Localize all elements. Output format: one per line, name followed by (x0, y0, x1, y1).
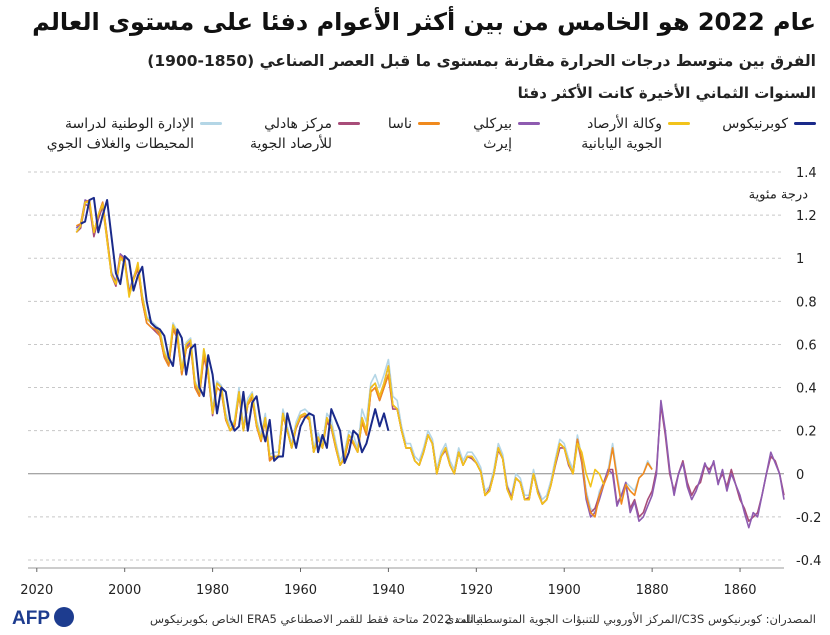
y-tick-label: 1.2 (796, 209, 817, 224)
legend-label: الإدارة الوطنية لدراسة المحيطات والغلاف … (46, 116, 194, 152)
legend-swatch (518, 122, 540, 125)
legend-label: بيركلي إيرث (473, 116, 512, 152)
afp-logo: AFP (12, 607, 74, 629)
series-line (75, 201, 605, 505)
svg-text:AFP: AFP (12, 608, 50, 629)
y-tick-label: 1 (796, 252, 804, 267)
legend-swatch (418, 122, 440, 125)
legend-item-hadley: مركز هادلي للأرصاد الجوية (235, 114, 360, 154)
x-tick-label: 2020 (20, 583, 53, 598)
y-tick-label: -0.4 (796, 554, 821, 569)
x-tick-label: 1960 (284, 583, 317, 598)
footnote-text: بيانات 2022 متاحة فقط للقمر الاصطناعي ER… (150, 612, 483, 626)
legend-item-berkeley: بيركلي إيرث (460, 114, 540, 154)
series-line (75, 201, 653, 514)
y-axis-title: درجة مئوية (749, 188, 809, 203)
legend-label: وكالة الأرصاد الجوية اليابانية (581, 116, 662, 152)
legend-item-nasa: ناسا (370, 114, 440, 134)
chart-note: السنوات الثماني الأخيرة كانت الأكثر دفئا (517, 84, 816, 102)
legend-item-copernicus: كوبرنيكوس (716, 114, 816, 134)
x-tick-label: 1920 (460, 583, 493, 598)
legend-item-jma: وكالة الأرصاد الجوية اليابانية (560, 114, 690, 154)
legend-label: ناسا (387, 116, 412, 132)
chart-title: عام 2022 هو الخامس من بين أكثر الأعوام د… (32, 8, 816, 36)
legend-swatch (794, 122, 816, 125)
y-tick-label: 0 (796, 468, 804, 483)
legend-swatch (668, 122, 690, 125)
y-tick-label: 0.8 (796, 295, 817, 310)
legend-label: مركز هادلي للأرصاد الجوية (249, 116, 332, 152)
x-tick-label: 1880 (636, 583, 669, 598)
legend-label: كوبرنيكوس (722, 116, 788, 132)
y-tick-label: 0.6 (796, 338, 817, 353)
legend-swatch (338, 122, 360, 125)
y-tick-label: -0.2 (796, 511, 821, 526)
x-tick-label: 1940 (372, 583, 405, 598)
legend-item-noaa: الإدارة الوطنية لدراسة المحيطات والغلاف … (42, 114, 222, 154)
x-tick-label: 1980 (196, 583, 229, 598)
series-line (75, 199, 653, 518)
y-tick-label: 0.2 (796, 425, 817, 440)
y-tick-label: 0.4 (796, 382, 817, 397)
series-line (80, 196, 390, 464)
x-tick-label: 1900 (548, 583, 581, 598)
y-tick-label: 1.4 (796, 166, 817, 181)
chart-subtitle: الفرق بين متوسط درجات الحرارة مقارنة بمس… (147, 52, 816, 70)
x-tick-label: 2000 (108, 583, 141, 598)
legend-swatch (200, 122, 222, 125)
sources-text: المصدران: كوبرنيكوس C3S/المركز الأوروبي … (445, 612, 816, 626)
x-tick-label: 1860 (723, 583, 756, 598)
